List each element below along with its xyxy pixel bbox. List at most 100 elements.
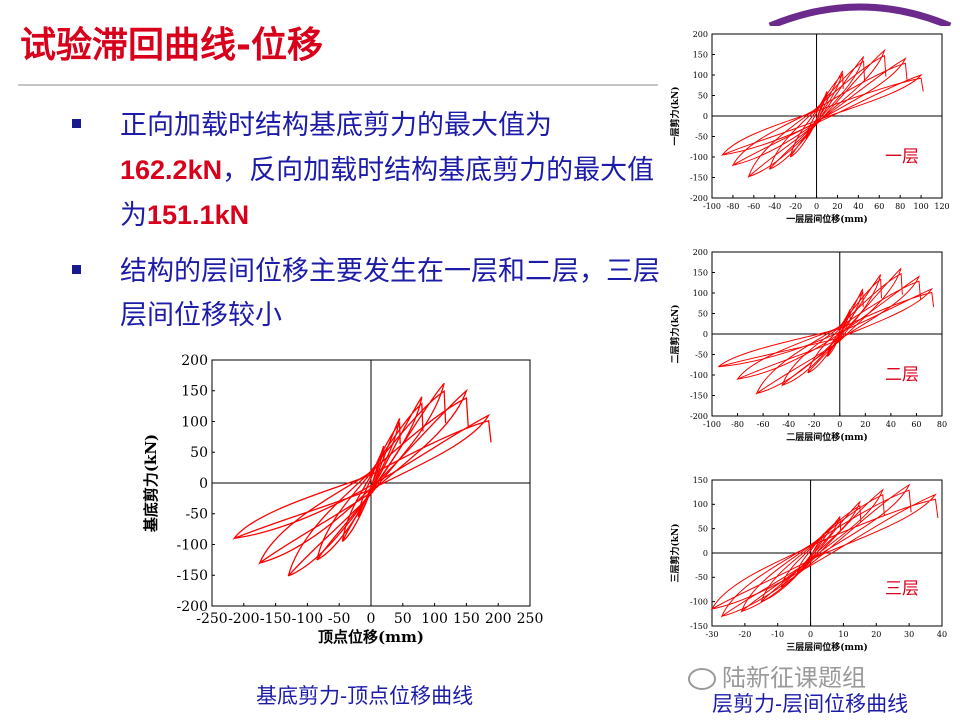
bullet-item-1: 正向加载时结构基底剪力的最大值为 162.2kN，反向加载时结构基底剪力的最大值为…	[72, 104, 662, 244]
hysteresis-loop-4	[755, 268, 903, 395]
hysteresis-loop-6	[721, 73, 924, 157]
hysteresis-loop-5	[720, 483, 912, 618]
hysteresis-loop-4	[287, 382, 447, 577]
x-tick-label: 20	[871, 630, 881, 639]
y-tick-label: 100	[693, 500, 708, 509]
y-tick-label: 100	[181, 414, 208, 430]
y-tick-label: -100	[690, 371, 708, 380]
y-axis-label: 一层剪力(kN)	[669, 87, 681, 146]
y-tick-label: 0	[199, 476, 208, 492]
y-tick-label: -150	[690, 622, 708, 631]
x-tick-label: -20	[808, 420, 821, 429]
y-tick-label: 150	[693, 476, 708, 485]
bullet-item-2: 结构的层间位移主要发生在一层和二层，三层层间位移较小	[72, 250, 662, 340]
x-tick-label: -20	[789, 202, 802, 211]
x-tick-label: 10	[838, 630, 848, 639]
x-tick-label: -30	[706, 630, 719, 639]
y-tick-label: -150	[690, 173, 708, 182]
hysteresis-loop-5	[258, 388, 469, 565]
hysteresis-loop-6	[718, 287, 935, 368]
watermark: 陆新征课题组	[688, 658, 866, 693]
y-tick-label: 100	[693, 71, 708, 80]
watermark-text: 陆新征课题组	[722, 664, 866, 692]
y-tick-label: -50	[695, 132, 708, 141]
x-tick-label: 80	[895, 202, 905, 211]
y-tick-label: -200	[690, 412, 708, 421]
positive-max-shear: 162.2kN	[120, 155, 223, 185]
x-tick-label: -100	[703, 202, 721, 211]
bullet-1-prefix: 正向加载时结构基底剪力的最大值为	[120, 110, 552, 141]
y-tick-label: -100	[177, 537, 208, 553]
y-tick-label: -200	[690, 194, 708, 203]
y-tick-label: 0	[703, 112, 708, 121]
y-tick-label: -50	[695, 350, 708, 359]
x-tick-label: 0	[808, 630, 813, 639]
x-tick-label: -50	[328, 611, 351, 627]
x-tick-label: 40	[937, 630, 947, 639]
y-tick-label: 50	[698, 309, 708, 318]
y-tick-label: -150	[690, 391, 708, 400]
main-chart-caption: 基底剪力-顶点位移曲线	[256, 684, 474, 708]
x-tick-label: 100	[913, 202, 928, 211]
y-tick-label: -100	[690, 153, 708, 162]
floor3-hysteresis-chart: -30 -20 -10 0 10 20 30 40-150-100-50050100150三层…	[669, 476, 947, 653]
x-tick-label: 60	[911, 420, 921, 429]
floor-label: 三层	[885, 579, 919, 599]
y-axis-label: 二层剪力(kN)	[669, 305, 681, 364]
x-tick-label: -60	[747, 202, 760, 211]
title-divider	[18, 84, 658, 86]
bullet-text-2: 结构的层间位移主要发生在一层和二层，三层层间位移较小	[120, 256, 660, 331]
x-tick-label: 0	[814, 202, 819, 211]
x-tick-label: -100	[703, 420, 721, 429]
y-axis-label: 基底剪力(kN)	[142, 434, 160, 533]
floor-label: 一层	[885, 147, 919, 167]
x-tick-label: 250	[517, 611, 544, 627]
x-axis-label: 二层层间位移(mm)	[786, 431, 868, 443]
x-tick-label: 30	[904, 630, 914, 639]
bullet-text-1: 正向加载时结构基底剪力的最大值为 162.2kN，反向加载时结构基底剪力的最大值为…	[120, 104, 680, 238]
x-tick-label: 100	[421, 611, 448, 627]
y-tick-label: 200	[181, 353, 208, 369]
hysteresis-loop-6	[710, 493, 939, 611]
y-tick-label: 100	[693, 289, 708, 298]
x-tick-label: -60	[757, 420, 770, 429]
y-tick-label: 150	[693, 50, 708, 59]
hysteresis-loop-4	[740, 488, 885, 613]
x-axis-label: 一层层间位移(mm)	[786, 213, 868, 225]
x-tick-label: 80	[937, 420, 947, 429]
y-tick-label: 150	[181, 384, 208, 400]
hysteresis-loop-5	[731, 57, 908, 167]
floor1-hysteresis-chart: -100 -80 -60 -40 -20 0 20 40 60 80 100 120-200-150-…	[669, 30, 950, 225]
y-tick-label: 150	[693, 268, 708, 277]
y-tick-label: 0	[703, 549, 708, 558]
side-chart-caption: 层剪力-层间位移曲线	[712, 692, 909, 716]
wechat-icon	[688, 668, 716, 690]
hysteresis-loop-2	[807, 288, 864, 374]
x-tick-label: -250	[196, 611, 227, 627]
x-tick-label: -10	[771, 630, 784, 639]
x-tick-label: 0	[367, 611, 376, 627]
y-tick-label: -200	[177, 599, 208, 615]
x-tick-label: 150	[453, 611, 480, 627]
hysteresis-loop-6	[232, 413, 492, 540]
x-tick-label: -40	[782, 420, 795, 429]
main-hysteresis-chart: -250 -200 -150 -100 -50 0 50 100 150 200 250-200-1…	[142, 353, 544, 646]
x-tick-label: 120	[934, 202, 949, 211]
y-tick-label: 50	[698, 524, 708, 533]
bullet-square-icon	[72, 119, 81, 128]
x-tick-label: 0	[837, 420, 842, 429]
bullet-square-icon	[72, 265, 81, 274]
x-tick-label: -80	[731, 420, 744, 429]
x-tick-label: 200	[485, 611, 512, 627]
y-tick-label: 0	[703, 330, 708, 339]
x-tick-label: -40	[768, 202, 781, 211]
x-tick-label: 20	[832, 202, 842, 211]
logo-swoosh-icon	[768, 3, 952, 26]
y-tick-label: 200	[693, 248, 708, 257]
floor2-hysteresis-chart: -100 -80 -60 -40 -20 0 20 40 60 80-200-150-100-50…	[669, 248, 947, 443]
x-tick-label: -100	[292, 611, 323, 627]
x-tick-label: 60	[874, 202, 884, 211]
x-axis-label: 三层层间位移(mm)	[786, 641, 868, 653]
y-axis-label: 三层剪力(kN)	[669, 524, 681, 583]
x-tick-label: -150	[260, 611, 291, 627]
